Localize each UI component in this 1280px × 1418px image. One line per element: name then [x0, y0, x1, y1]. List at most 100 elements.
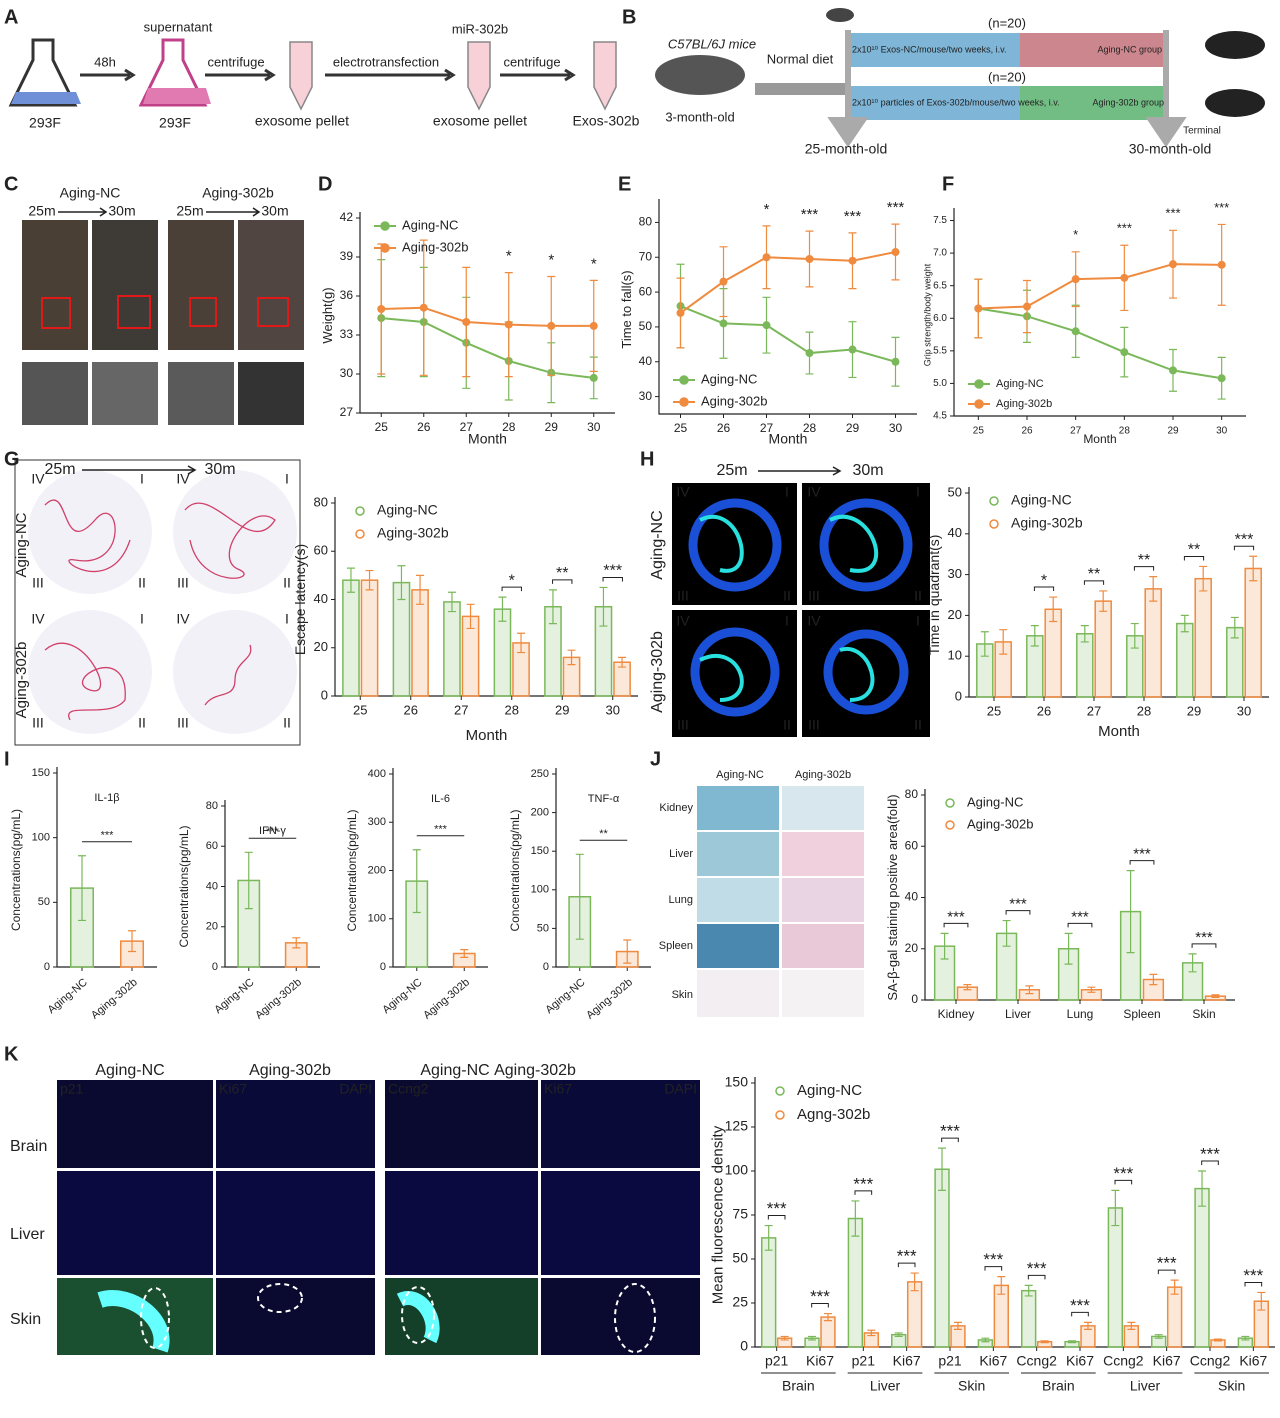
x-tick-label: 27	[1070, 426, 1082, 437]
quadrant-label: II	[283, 575, 291, 591]
quadrant-label: II	[914, 717, 922, 733]
panel-label: E	[618, 173, 631, 195]
x-tick-label: 28	[1119, 426, 1131, 437]
legend-label: Agng-302b	[797, 1106, 870, 1123]
significance: **	[599, 828, 608, 840]
x-tick-label: 29	[545, 420, 559, 434]
panel-label: H	[640, 448, 654, 470]
line	[978, 307, 1222, 380]
panel-label: J	[650, 748, 661, 770]
bar	[562, 656, 581, 697]
x-tick-label: Ki67	[1153, 1353, 1181, 1369]
point	[848, 345, 857, 354]
quadrant-label: IV	[807, 613, 821, 629]
significance: *	[509, 572, 515, 589]
heatmaps-h	[672, 483, 930, 737]
bracket	[1133, 566, 1155, 571]
significance: ***	[897, 1247, 917, 1266]
quadrant-label: II	[783, 588, 791, 604]
group-label: Brain	[1042, 1378, 1075, 1394]
y-tick-label: 80	[206, 800, 218, 812]
y-axis-label: Mean fluorescence density	[710, 1125, 727, 1304]
legend-marker	[945, 798, 955, 808]
x-tick-label: Aging-302b	[89, 976, 140, 1021]
x-tick-label: Aging-NC	[380, 976, 424, 1016]
x-tick-label: Ki67	[893, 1353, 921, 1369]
significance: ***	[1113, 1164, 1133, 1183]
x-tick-label: Skin	[1192, 1007, 1215, 1021]
bracket	[1114, 1179, 1133, 1185]
bar	[1210, 1339, 1226, 1348]
label: Kidney	[659, 802, 693, 814]
panel-label: B	[622, 6, 636, 28]
y-tick-label: 250	[531, 768, 549, 780]
x-tick-label: p21	[852, 1353, 876, 1369]
quadrant-label: III	[32, 715, 44, 731]
point	[419, 303, 428, 312]
y-tick-label: 125	[725, 1118, 749, 1134]
x-axis-label: Month	[1098, 723, 1140, 740]
label: Aging-NC	[716, 769, 764, 781]
x-tick-label: Ki67	[806, 1353, 834, 1369]
bracket	[602, 576, 623, 582]
y-tick-label: 0	[380, 961, 386, 973]
quadrant-label: IV	[807, 484, 821, 500]
legend-marker	[380, 243, 390, 253]
significance: ***	[266, 826, 280, 838]
x-tick-label: 29	[846, 421, 860, 435]
x-tick-label: Aging-302b	[421, 976, 472, 1021]
bar	[776, 1337, 793, 1348]
label: Lung	[669, 894, 693, 906]
y-tick-label: 40	[314, 591, 328, 606]
point	[1023, 302, 1031, 311]
x-tick-label: Ccng2	[1190, 1353, 1231, 1369]
bracket	[1129, 860, 1155, 865]
bar	[1107, 1207, 1124, 1348]
legend-label: Aging-NC	[701, 371, 757, 386]
legend-label: Aging-302b	[996, 398, 1052, 410]
bracket	[897, 1262, 916, 1268]
label: Aging-302b	[13, 642, 30, 719]
x-tick-label: 27	[454, 702, 468, 717]
bar	[1166, 1286, 1183, 1348]
panel-label: F	[942, 173, 954, 195]
label: Liver	[10, 1226, 45, 1243]
label: 30-month-old	[1129, 141, 1212, 157]
x-tick-label: 29	[1167, 426, 1179, 437]
y-tick-label: 100	[368, 913, 386, 925]
line	[978, 263, 1222, 310]
bar	[568, 895, 592, 968]
bar	[993, 1284, 1009, 1348]
label: Ki67	[219, 1081, 247, 1097]
y-tick-label: 200	[368, 864, 386, 876]
line	[680, 305, 896, 363]
x-tick-label: Ccng2	[1103, 1353, 1144, 1369]
bar	[1176, 622, 1194, 698]
bar	[906, 1281, 923, 1348]
quadrant-label: I	[785, 613, 789, 629]
bracket	[984, 1266, 1003, 1271]
fluorescence-k	[57, 1080, 700, 1355]
significance: ***	[1195, 929, 1213, 946]
y-tick-label: 100	[725, 1162, 749, 1178]
panel-label: A	[4, 6, 18, 28]
quadrant-label: III	[808, 717, 820, 733]
panel-label: C	[4, 173, 18, 195]
bar	[977, 1339, 994, 1348]
bracket	[1233, 545, 1255, 551]
y-axis-label: SA-β-gal staining positive area(fold)	[885, 794, 900, 1000]
x-tick-label: 27	[460, 420, 474, 434]
legend-label: Aging-302b	[377, 525, 449, 541]
point	[762, 253, 771, 262]
quadrant-label: IV	[31, 471, 45, 487]
y-tick-label: 50	[38, 896, 50, 908]
y-tick-label: 100	[32, 832, 50, 844]
label: 293F	[159, 115, 191, 131]
bracket	[1244, 1281, 1263, 1287]
bracket	[1201, 1160, 1219, 1165]
point	[1217, 374, 1226, 383]
y-axis-label: Concentrations(pg/mL)	[345, 809, 359, 931]
bracket	[767, 1215, 786, 1220]
legend-marker	[974, 399, 984, 409]
point	[377, 305, 386, 313]
